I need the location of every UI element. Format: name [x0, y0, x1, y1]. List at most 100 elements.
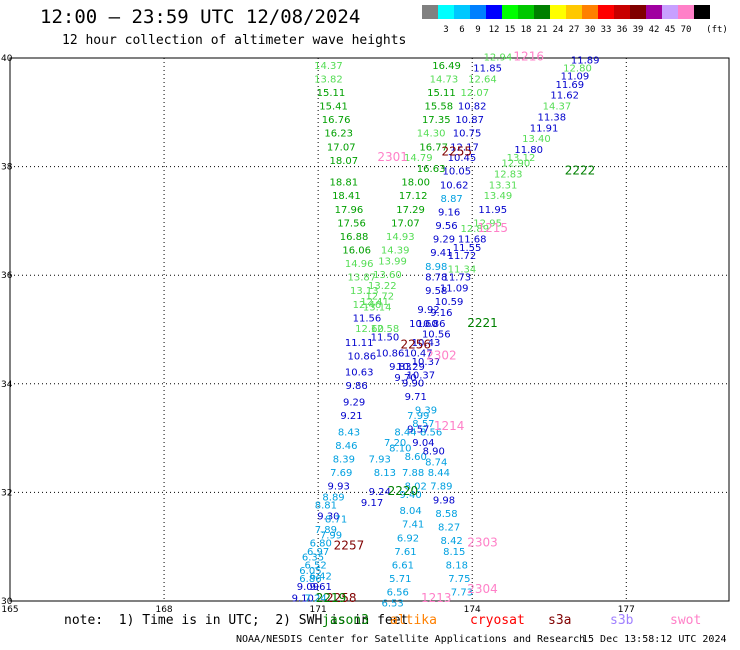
color-scale-label: 39	[632, 25, 644, 35]
wave-height-value: 13.22	[368, 281, 397, 292]
wave-height-value: 8.81	[315, 501, 337, 512]
wave-height-value: 6.56	[387, 588, 409, 599]
wave-height-value: 12.58	[371, 324, 400, 335]
wave-height-value: 9.57	[407, 425, 429, 436]
wave-height-value: 8.15	[443, 547, 465, 558]
wave-height-value: 9.04	[412, 438, 434, 449]
track-time-label: 2304	[467, 582, 498, 596]
wave-height-value: 16.23	[324, 129, 353, 140]
wave-height-value: 11.56	[353, 313, 382, 324]
wave-height-value: 13.40	[522, 134, 551, 145]
latitude-tick-label: 32	[1, 488, 12, 498]
wave-height-value: 10.62	[440, 180, 469, 191]
wave-height-value: 16.76	[322, 115, 351, 126]
wave-height-value: 9.92	[417, 305, 439, 316]
wave-height-value: 7.88	[402, 468, 424, 479]
wave-height-value: 8.02	[405, 482, 427, 493]
wave-height-value: 11.34	[448, 264, 477, 275]
wave-height-value: 10.29	[396, 362, 425, 373]
page-subtitle: 12 hour collection of altimeter wave hei…	[62, 33, 407, 48]
color-scale-label: 9	[475, 25, 481, 35]
wave-height-value: 8.44	[428, 468, 450, 479]
wave-height-value: 10.05	[442, 167, 471, 178]
generated-timestamp: 15 Dec 13:58:12 UTC 2024	[582, 634, 727, 645]
track-time-label: 2219	[316, 591, 347, 605]
wave-height-value: 8.78	[425, 273, 447, 284]
wave-height-value: 9.90	[402, 379, 424, 390]
color-scale-label: 18	[520, 25, 532, 35]
page-title: 12:00 – 23:59 UTC 12/08/2024	[40, 6, 361, 28]
track-time-label: 2301	[377, 150, 408, 164]
wave-height-value: 7.20	[384, 438, 406, 449]
color-scale-label: 33	[600, 25, 612, 35]
wave-height-value: 9.10	[292, 594, 314, 605]
satellite-legend-jason3: jason3	[322, 613, 369, 628]
longitude-tick-label: 165	[1, 605, 18, 615]
color-swatch	[582, 5, 598, 19]
map-frame	[9, 57, 730, 602]
wave-height-value: 8.58	[435, 509, 457, 520]
longitude-tick-label: 174	[464, 605, 481, 615]
wave-height-value: 12.90	[502, 159, 531, 170]
wave-height-value: 7.73	[451, 588, 473, 599]
wave-height-value: 13.60	[373, 270, 402, 281]
wave-height-value: 10.75	[453, 129, 482, 140]
color-scale-label: 30	[584, 25, 596, 35]
wave-height-value: 14.96	[345, 259, 374, 270]
latitude-tick-label: 30	[1, 597, 13, 607]
wave-height-value: 11.62	[550, 91, 579, 102]
wave-height-value: 6.05	[299, 566, 321, 577]
track-time-label: 2255	[442, 145, 473, 159]
wave-height-value: 13.87	[347, 273, 376, 284]
wave-height-value: 14.39	[381, 245, 410, 256]
wave-height-value: 9.24	[369, 487, 391, 498]
wave-height-value: 8.74	[425, 457, 447, 468]
color-scale-label: 21	[536, 25, 548, 35]
wave-height-value: 17.07	[327, 142, 356, 153]
wave-height-value: 8.98	[425, 262, 447, 273]
wave-height-value: 6.97	[307, 547, 329, 558]
wave-height-value: 11.73	[442, 273, 471, 284]
axis-ticks: 165 168 171 174 177 40 38 36 34 32 30	[1, 54, 635, 615]
wave-height-value: 11.09	[561, 72, 590, 83]
color-scale-label: 15	[504, 25, 516, 35]
color-swatch	[486, 5, 502, 19]
wave-height-value: 9.56	[435, 221, 457, 232]
satellite-legend-altika: altika	[390, 613, 437, 628]
wave-height-value: 17.29	[396, 205, 425, 216]
track-time-label: 1214	[434, 419, 465, 433]
wave-height-value: 16.88	[340, 232, 369, 243]
wave-height-value: 13.14	[363, 302, 392, 313]
wave-height-value: 8.13	[374, 468, 396, 479]
wave-height-value: 9.29	[343, 398, 365, 409]
track-time-label: 2302	[426, 348, 457, 362]
latitude-tick-label: 40	[1, 54, 13, 64]
wave-height-value: 8.43	[338, 427, 360, 438]
wave-height-value: 16.06	[342, 245, 371, 256]
wave-height-value: 8.10	[389, 444, 411, 455]
wave-height-value: 10.60	[409, 319, 438, 330]
wave-height-value: 15.11	[427, 88, 456, 99]
color-swatch	[678, 5, 694, 19]
wave-height-value: 15.58	[425, 102, 454, 113]
wave-height-value: 7.24	[304, 594, 326, 605]
wave-height-value: 9.93	[328, 482, 350, 493]
wave-height-value: 8.44	[394, 427, 416, 438]
track-time-label: 2220	[388, 484, 419, 498]
wave-height-value: 17.07	[391, 218, 420, 229]
wave-height-value: 11.95	[478, 205, 507, 216]
credit-line: NOAA/NESDIS Center for Satellite Applica…	[236, 634, 586, 645]
wave-height-value: 14.30	[417, 129, 446, 140]
wave-height-value: 11.38	[537, 112, 566, 123]
color-swatch	[470, 5, 486, 19]
wave-height-value: 12.94	[484, 53, 513, 64]
wave-height-value: 8.39	[333, 455, 355, 466]
wave-height-value: 9.39	[415, 406, 437, 417]
color-scale-label: 42	[648, 25, 660, 35]
color-swatch	[694, 5, 710, 19]
wave-height-value: 14.37	[314, 61, 343, 72]
wave-height-value: 13.49	[484, 191, 513, 202]
wave-height-value: 12.95	[473, 218, 502, 229]
wave-height-value: 14.73	[430, 74, 459, 85]
